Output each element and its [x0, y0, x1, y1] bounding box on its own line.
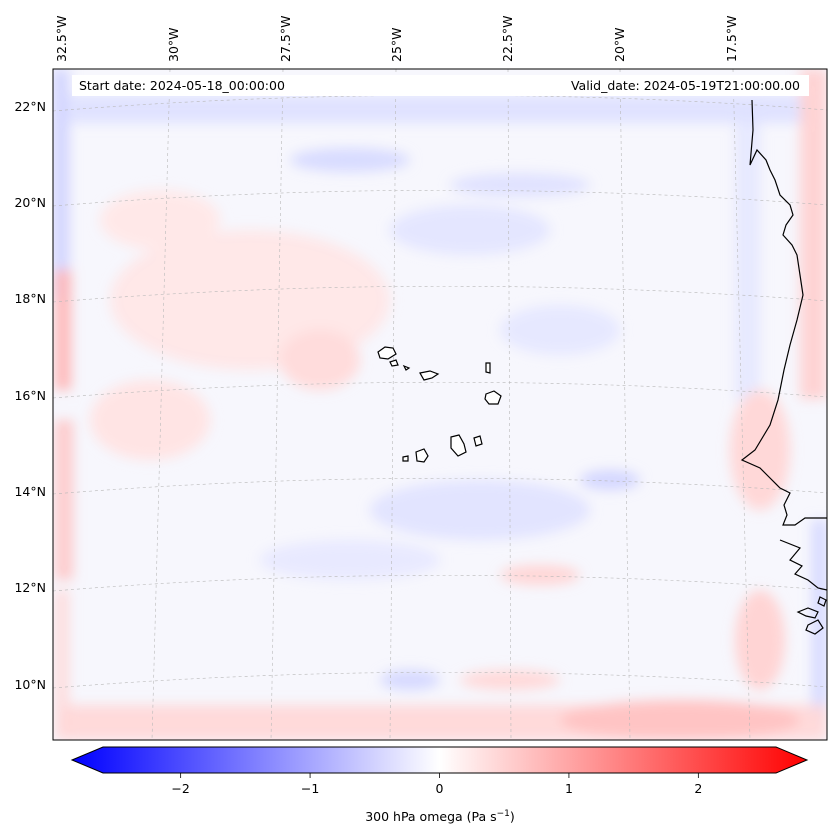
colorbar-label: 300 hPa omega (Pa s−1) — [365, 809, 515, 824]
valid-date-label: Valid_date: 2024-05-19T21:00:00.00 — [571, 78, 800, 93]
map-frame — [52, 68, 828, 741]
colorbar-tick-label: 2 — [694, 781, 702, 796]
colorbar-tick-label: −1 — [301, 781, 319, 796]
colorbar-tick-label: 0 — [436, 781, 444, 796]
graticule — [53, 69, 827, 740]
colorbar-ticks: −2 −1 0 1 2 — [171, 773, 702, 796]
lon-label-22-5w: 22.5°W — [500, 16, 515, 62]
lon-label-17-5w: 17.5°W — [724, 16, 739, 62]
colorbar: −2 −1 0 1 2 300 hPa omega (Pa s−1) — [70, 746, 809, 824]
lat-label-18n: 18°N — [14, 291, 46, 306]
colorbar-gradient — [70, 746, 809, 774]
date-header-box — [72, 75, 809, 96]
colorbar-tick-label: 1 — [565, 781, 573, 796]
latitude-labels: 22°N 20°N 18°N 16°N 14°N 12°N 10°N — [14, 99, 46, 692]
lat-label-16n: 16°N — [14, 388, 46, 403]
coastline — [740, 99, 827, 635]
omega-field — [53, 69, 827, 740]
lat-label-22n: 22°N — [14, 99, 46, 114]
lon-label-25w: 25°W — [389, 27, 404, 62]
longitude-labels: 32.5°W 30°W 27.5°W 25°W 22.5°W 20°W 17.5… — [54, 16, 739, 62]
map-panel: Start date: 2024-05-18_00:00:00 Valid_da… — [52, 68, 828, 741]
lon-label-27-5w: 27.5°W — [278, 16, 293, 62]
lat-label-20n: 20°N — [14, 195, 46, 210]
start-date-label: Start date: 2024-05-18_00:00:00 — [79, 78, 285, 93]
lat-label-10n: 10°N — [14, 677, 46, 692]
lon-label-30w: 30°W — [166, 27, 181, 62]
lat-label-12n: 12°N — [14, 580, 46, 595]
lat-label-14n: 14°N — [14, 484, 46, 499]
colorbar-tick-label: −2 — [171, 781, 189, 796]
lon-label-20w: 20°W — [612, 27, 627, 62]
lon-label-32-5w: 32.5°W — [54, 16, 69, 62]
cape-verde-islands — [377, 346, 502, 463]
